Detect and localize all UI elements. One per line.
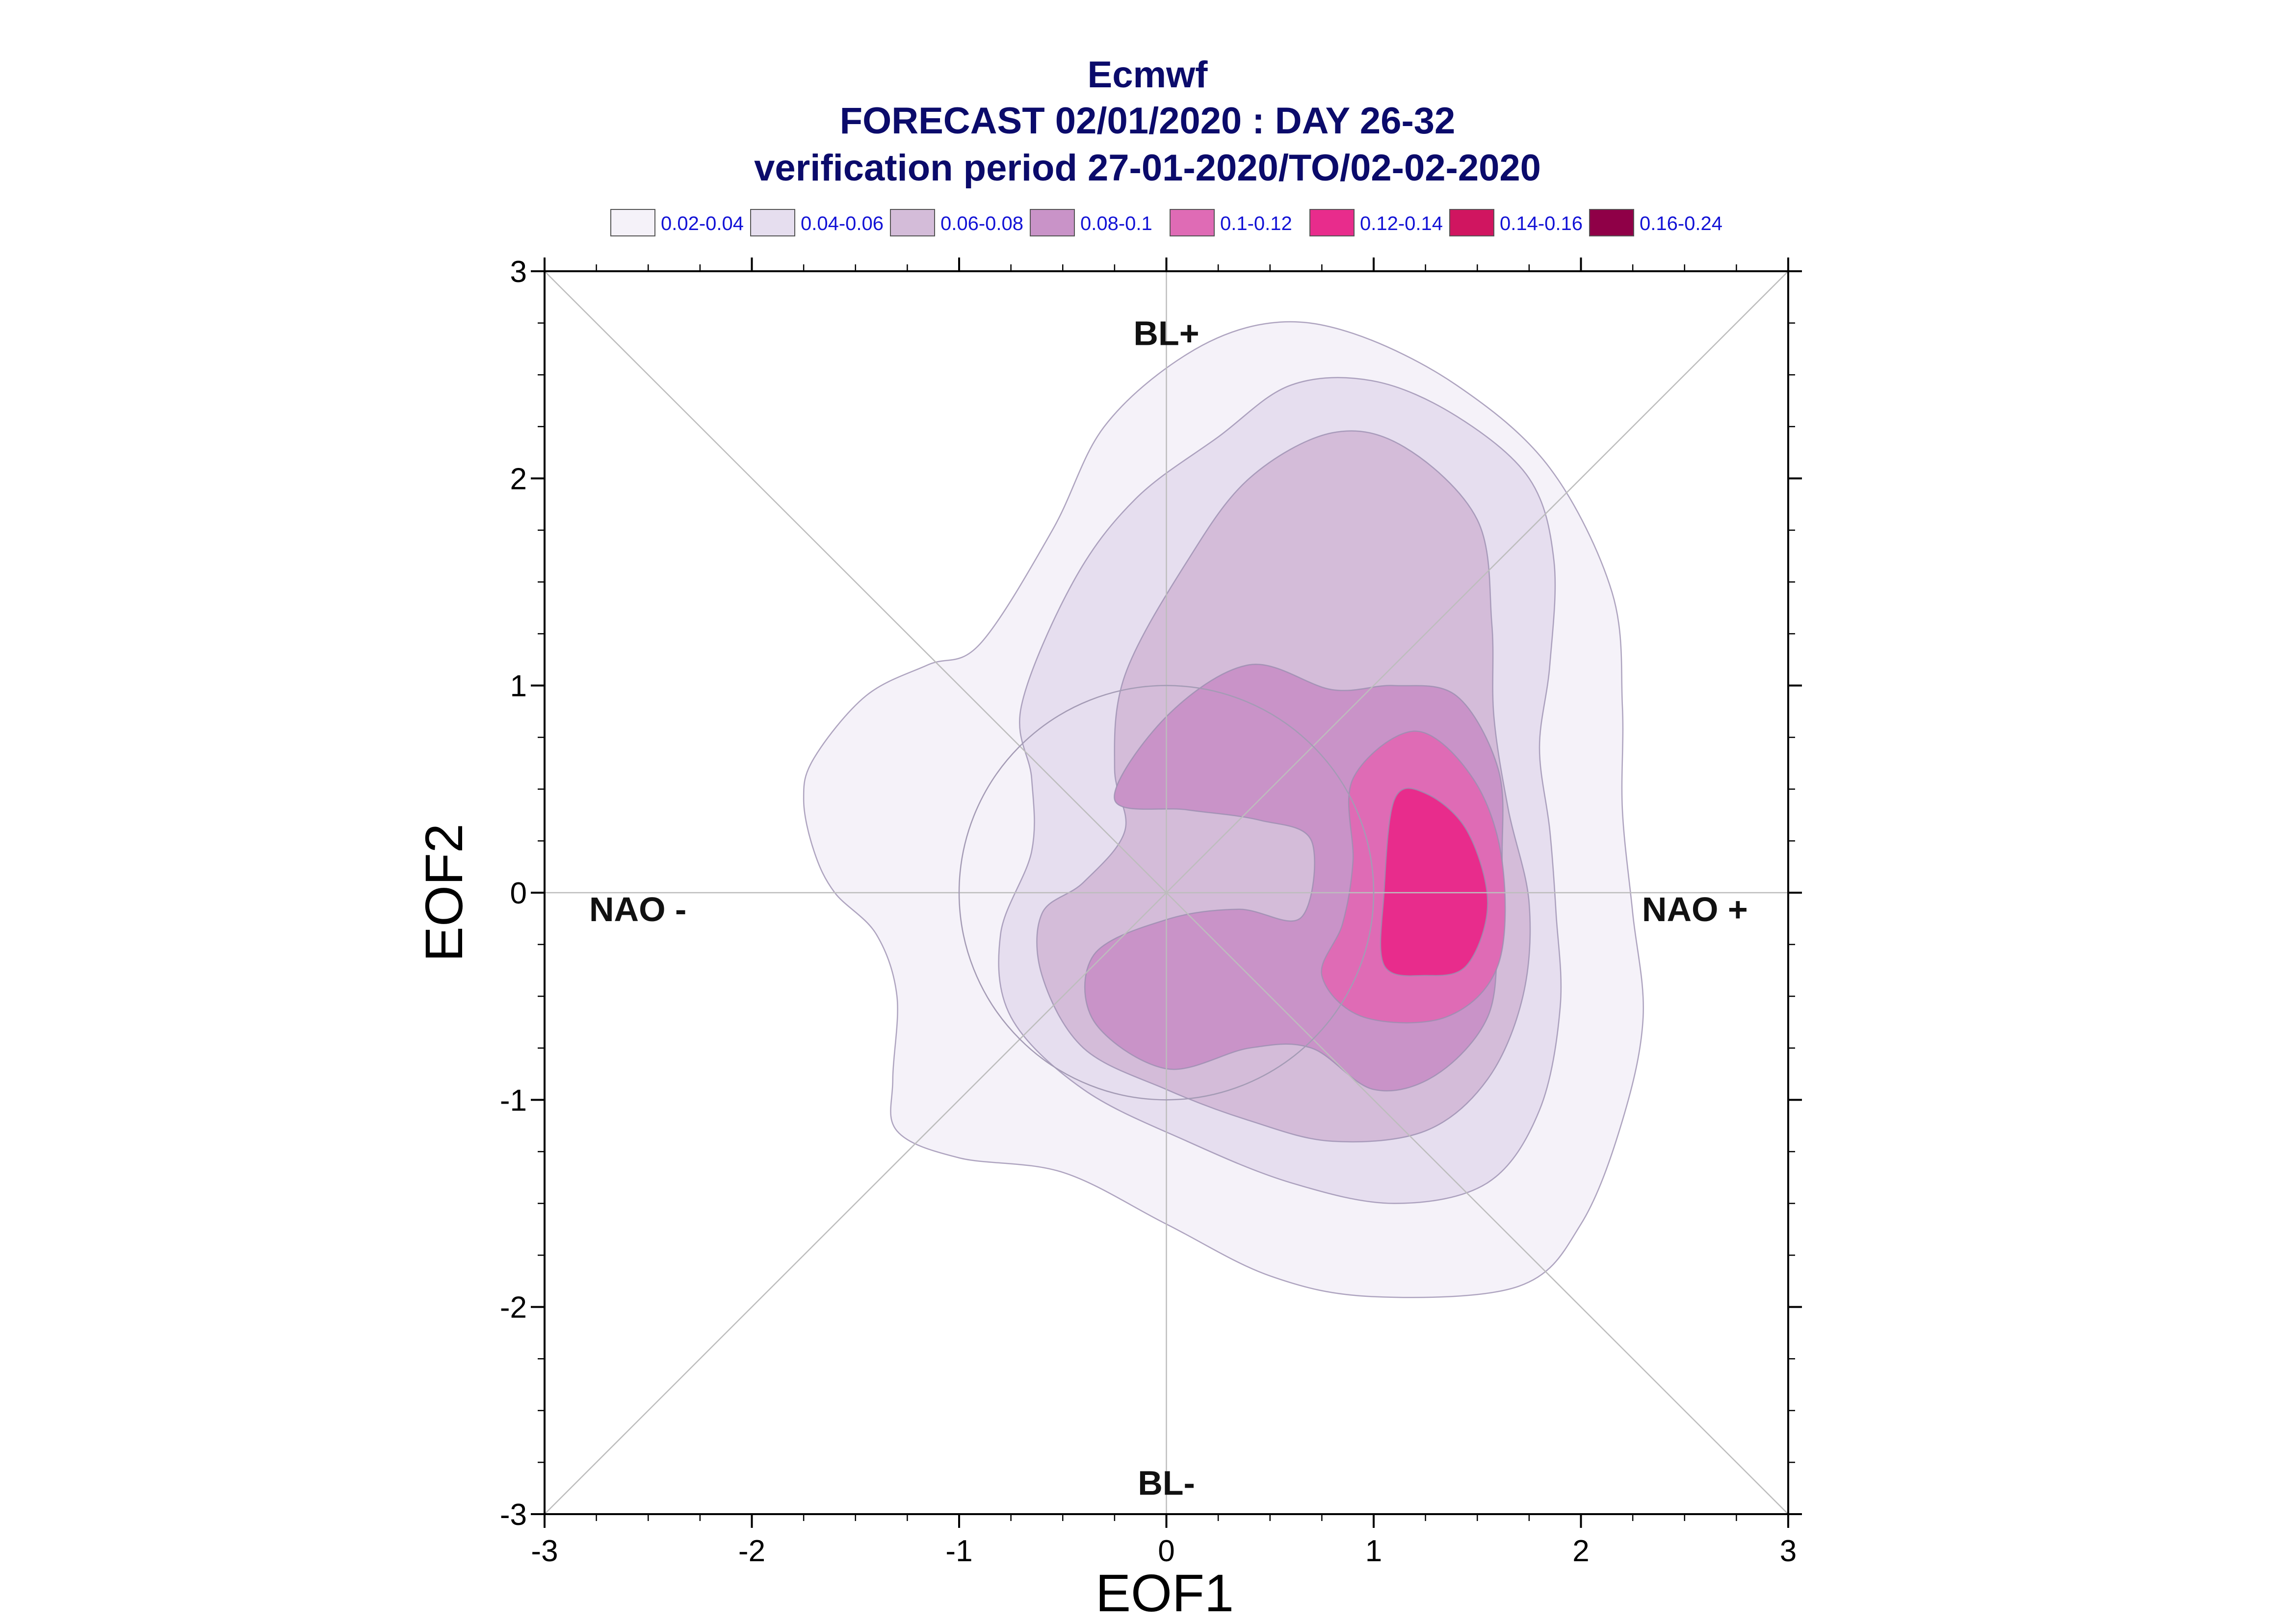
chart-subtitle-line-2: verification period 27-01-2020/TO/02-02-…	[754, 147, 1541, 189]
legend-swatch	[610, 209, 655, 236]
legend-label: 0.16-0.24	[1640, 213, 1722, 234]
color-legend: 0.02-0.04 0.04-0.06 0.06-0.08 0.08-0.1 0.1-0…	[610, 209, 1722, 236]
legend-swatch	[890, 209, 935, 236]
plot-area: BL+ BL- NAO - NAO +	[544, 271, 1789, 1515]
x-tick-label: -2	[738, 1534, 765, 1568]
y-tick-label: -2	[500, 1291, 527, 1325]
reference-circle	[958, 685, 1375, 1101]
x-tick-label: 0	[1158, 1534, 1174, 1568]
density-contour	[1380, 787, 1488, 977]
y-tick-label: 3	[510, 255, 527, 289]
legend-label: 0.12-0.14	[1360, 213, 1443, 234]
legend-label: 0.04-0.06	[801, 213, 884, 234]
chart-titles: Ecmwf FORECAST 02/01/2020 : DAY 26-32 ve…	[754, 54, 1541, 189]
y-axis-title: EOF2	[414, 824, 473, 962]
legend-label: 0.08-0.1	[1080, 213, 1152, 234]
y-tick-label: -3	[500, 1498, 527, 1532]
y-tick-label: 0	[510, 876, 527, 910]
legend-swatch	[1449, 209, 1494, 236]
legend-label: 0.1-0.12	[1220, 213, 1292, 234]
regime-label: NAO -	[589, 890, 686, 928]
x-axis-title: EOF1	[1095, 1563, 1234, 1623]
x-tick-label: 2	[1572, 1534, 1589, 1568]
x-tick-label: 3	[1780, 1534, 1797, 1568]
chart-subtitle-line-1: FORECAST 02/01/2020 : DAY 26-32	[840, 100, 1456, 142]
legend-swatch	[750, 209, 795, 236]
legend-label: 0.02-0.04	[661, 213, 744, 234]
y-tick-label: 2	[510, 462, 527, 496]
legend-label: 0.06-0.08	[940, 213, 1023, 234]
legend-label: 0.14-0.16	[1500, 213, 1583, 234]
axes: -3 -2 -1 0 1 2 3 3 2 1 0 -1 -2 -3	[500, 255, 1802, 1568]
legend-swatch	[1030, 209, 1075, 236]
y-tick-label: 1	[510, 670, 527, 703]
regime-label: NAO +	[1642, 890, 1748, 928]
x-tick-label: 1	[1365, 1534, 1382, 1568]
y-tick-label: -1	[500, 1083, 527, 1117]
legend-swatch	[1309, 209, 1355, 236]
x-tick-label: -3	[531, 1534, 558, 1568]
legend-swatch	[1589, 209, 1634, 236]
regime-label: BL+	[1133, 314, 1199, 353]
x-tick-label: -1	[945, 1534, 972, 1568]
axis-titles: EOF1 EOF2	[414, 824, 1234, 1623]
regime-label: BL-	[1138, 1464, 1195, 1502]
legend-swatch	[1170, 209, 1215, 236]
chart-title: Ecmwf	[1088, 54, 1208, 96]
